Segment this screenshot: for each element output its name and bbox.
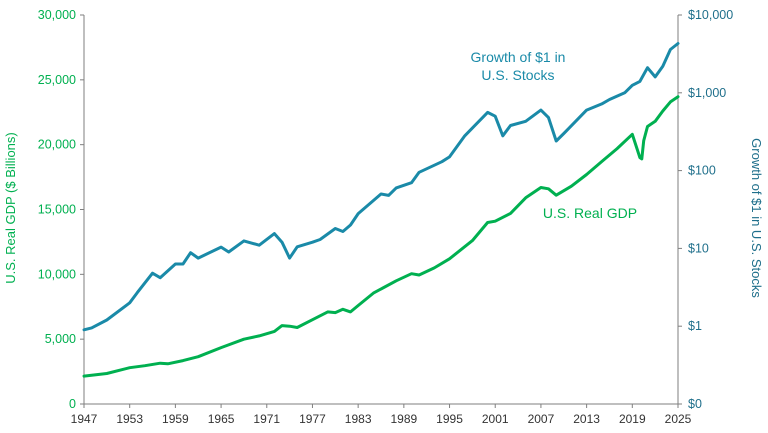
x-tick-label: 1965 [208, 412, 235, 426]
right-tick-label: $10,000 [688, 8, 733, 22]
left-axis-title: U.S. Real GDP ($ Billions) [3, 132, 18, 283]
stocks-annotation-line1: Growth of $1 in [471, 49, 566, 65]
x-tick-label: 1989 [390, 412, 417, 426]
gdp-annotation: U.S. Real GDP [543, 205, 637, 221]
x-tick-label: 1953 [116, 412, 143, 426]
right-tick-label: $0 [688, 397, 702, 411]
left-tick-label: 25,000 [38, 73, 76, 87]
stocks-series-line [82, 42, 680, 332]
left-tick-label: 15,000 [38, 203, 76, 217]
left-tick-label: 20,000 [38, 138, 76, 152]
x-tick-label: 2001 [482, 412, 509, 426]
left-tick-label: 0 [69, 397, 76, 411]
right-tick-label: $1,000 [688, 86, 726, 100]
x-tick-label: 2013 [573, 412, 600, 426]
x-tick-label: 1983 [345, 412, 372, 426]
series-layer [82, 42, 680, 378]
x-tick-label: 1995 [436, 412, 463, 426]
x-tick-label: 2007 [528, 412, 555, 426]
right-axis-ticks: $0 $1 $10 $100 $1,000 $10,000 [678, 8, 733, 411]
right-tick-label: $100 [688, 164, 716, 178]
left-tick-label: 5,000 [45, 332, 76, 346]
x-tick-label: 2019 [619, 412, 646, 426]
stocks-annotation-line2: U.S. Stocks [481, 67, 554, 83]
left-tick-label: 30,000 [38, 8, 76, 22]
left-tick-label: 10,000 [38, 267, 76, 281]
right-tick-label: $10 [688, 241, 709, 255]
gdp-series-line [82, 95, 680, 378]
x-tick-label: 1947 [71, 412, 98, 426]
x-tick-label: 1971 [253, 412, 280, 426]
x-tick-label: 1959 [162, 412, 189, 426]
right-axis-title: Growth of $1 in U.S. Stocks [749, 138, 764, 298]
x-axis-ticks: 1947 1953 1959 1965 1971 1977 1983 1989 1995 2001… [71, 404, 692, 426]
x-tick-label: 1977 [299, 412, 326, 426]
left-axis-ticks: 0 5,000 10,000 15,000 20,000 25,000 30,000 [38, 8, 84, 411]
x-tick-label: 2025 [665, 412, 692, 426]
right-tick-label: $1 [688, 319, 702, 333]
